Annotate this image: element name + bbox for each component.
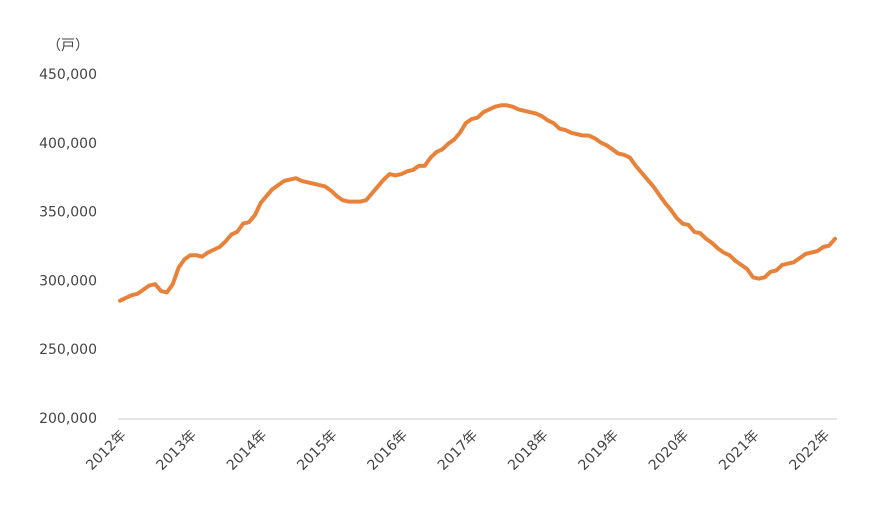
x-tick-label: 2017年	[435, 427, 481, 473]
line-series	[118, 103, 837, 303]
x-tick-label: 2020年	[646, 427, 692, 473]
x-tick-label: 2013年	[154, 427, 200, 473]
x-tick-label: 2021年	[716, 427, 762, 473]
x-tick-label: 2012年	[83, 427, 129, 473]
x-tick-label: 2022年	[787, 427, 833, 473]
x-tick-label: 2015年	[294, 427, 340, 473]
x-tick-label: 2016年	[365, 427, 411, 473]
x-tick-label: 2018年	[505, 427, 551, 473]
y-tick-label: 250,000	[39, 342, 97, 358]
y-tick-label: 450,000	[39, 67, 97, 83]
unit-label: （戸）	[47, 38, 89, 54]
y-tick-label: 300,000	[39, 273, 97, 289]
y-tick-label: 400,000	[39, 136, 97, 152]
x-tick-label: 2014年	[224, 427, 270, 473]
y-tick-label: 200,000	[39, 411, 97, 427]
x-tick-label: 2019年	[576, 427, 622, 473]
y-tick-label: 350,000	[39, 205, 97, 221]
